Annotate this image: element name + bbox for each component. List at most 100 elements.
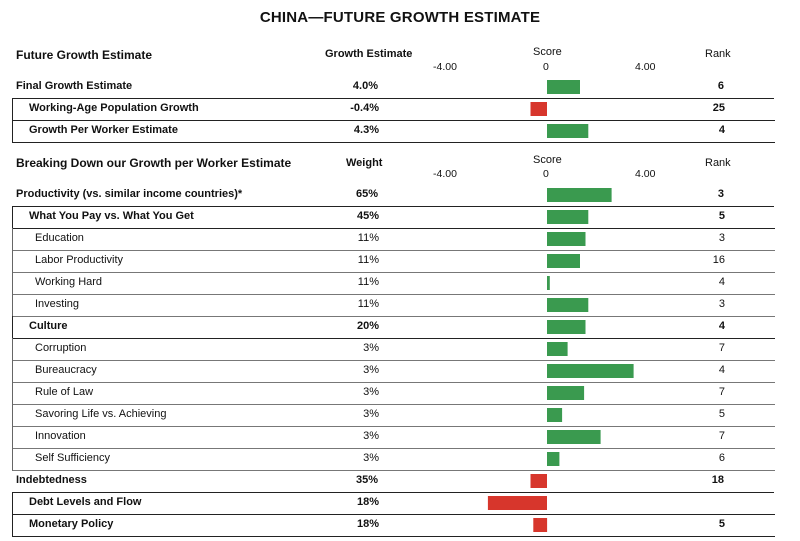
table-row: Growth Per Worker Estimate 4.3% 4 xyxy=(12,120,775,143)
row-label: Final Growth Estimate xyxy=(16,80,133,92)
row-rank: 4 xyxy=(718,364,725,376)
row-rank: 25 xyxy=(712,102,725,114)
score-bar xyxy=(547,364,634,378)
score-bar xyxy=(547,408,563,422)
section1-value-header: Growth Estimate xyxy=(325,48,413,60)
row-label: Investing xyxy=(35,298,80,310)
row-label: Working Hard xyxy=(35,276,103,288)
section1-tick-pos4: 4.00 xyxy=(635,61,656,73)
section2-value-header: Weight xyxy=(346,157,383,169)
section2-score-header: Score xyxy=(533,154,562,166)
row-label: Culture xyxy=(29,320,68,332)
row-label: Productivity (vs. similar income countri… xyxy=(16,188,243,200)
row-value: 4.3% xyxy=(353,124,379,136)
row-label: Innovation xyxy=(35,430,86,442)
score-bar xyxy=(487,496,547,510)
row-value: 18% xyxy=(356,496,379,508)
table-row: Monetary Policy 18% 5 xyxy=(12,514,775,537)
row-rank: 6 xyxy=(718,452,725,464)
row-rank: 3 xyxy=(718,232,725,244)
table-row: Rule of Law 3% 7 xyxy=(12,382,775,405)
row-label: Corruption xyxy=(35,342,87,354)
score-bar xyxy=(547,254,580,268)
row-label: Rule of Law xyxy=(35,386,94,398)
section1-score-header: Score xyxy=(533,46,562,58)
row-rank: 5 xyxy=(718,408,725,420)
score-bar xyxy=(547,320,586,334)
row-value: 3% xyxy=(363,364,379,376)
table-row: Savoring Life vs. Achieving 3% 5 xyxy=(12,404,775,427)
row-value: 4.0% xyxy=(352,80,378,92)
row-label: Working-Age Population Growth xyxy=(29,102,199,114)
table-row: Innovation 3% 7 xyxy=(12,426,775,449)
row-rank: 7 xyxy=(718,386,725,398)
row-value: 3% xyxy=(363,430,379,442)
row-value: 11% xyxy=(357,298,379,310)
chart-title: CHINA—FUTURE GROWTH ESTIMATE xyxy=(259,9,541,26)
row-value: 18% xyxy=(356,518,379,530)
score-bar xyxy=(547,80,580,94)
row-rank: 3 xyxy=(718,298,725,310)
score-bar xyxy=(547,232,586,246)
row-value: 20% xyxy=(356,320,379,332)
row-rank: 5 xyxy=(718,210,725,222)
score-bar xyxy=(547,342,568,356)
row-rank: 4 xyxy=(718,124,725,136)
row-value: 3% xyxy=(363,386,379,398)
row-rank: 7 xyxy=(718,342,725,354)
table-row: Working Hard 11% 4 xyxy=(12,272,775,295)
table-row: Corruption 3% 7 xyxy=(12,338,775,361)
section1-tick-0: 0 xyxy=(543,61,549,73)
score-bar xyxy=(547,276,550,290)
section2-tick-neg4: -4.00 xyxy=(433,168,457,180)
score-bar xyxy=(530,102,547,116)
table-row: Culture 20% 4 xyxy=(12,316,775,339)
row-label: Self Sufficiency xyxy=(35,452,111,464)
score-bar xyxy=(547,210,589,224)
row-label: Education xyxy=(35,232,84,244)
table-row: Bureaucracy 3% 4 xyxy=(12,360,775,383)
row-label: Labor Productivity xyxy=(35,254,124,266)
section2-rank-header: Rank xyxy=(705,157,731,169)
table-row: Debt Levels and Flow 18% xyxy=(12,492,775,515)
section2-tick-pos4: 4.00 xyxy=(635,168,656,180)
row-value: 11% xyxy=(357,254,379,266)
section1-rank-header: Rank xyxy=(705,48,731,60)
row-rank: 4 xyxy=(718,320,725,332)
score-bar xyxy=(547,124,589,138)
table-row: Self Sufficiency 3% 6 xyxy=(12,448,775,471)
row-rank: 5 xyxy=(718,518,725,530)
row-label: Indebtedness xyxy=(16,474,87,486)
table-row: Indebtedness 35% 18 xyxy=(12,470,774,493)
section2-heading: Breaking Down our Growth per Worker Esti… xyxy=(16,156,292,170)
table-row: What You Pay vs. What You Get 45% 5 xyxy=(12,206,775,229)
row-rank: 6 xyxy=(717,80,724,92)
row-value: 3% xyxy=(363,342,379,354)
row-label: Growth Per Worker Estimate xyxy=(29,124,178,136)
row-label: Bureaucracy xyxy=(35,364,97,376)
section1-tick-neg4: -4.00 xyxy=(433,61,457,73)
row-value: 45% xyxy=(356,210,379,222)
row-label: Debt Levels and Flow xyxy=(29,496,142,508)
row-label: Monetary Policy xyxy=(29,518,114,530)
row-rank: 4 xyxy=(718,276,725,288)
row-value: 3% xyxy=(363,452,379,464)
row-rank: 16 xyxy=(712,254,725,266)
table-row: Final Growth Estimate 4.0% 6 xyxy=(12,76,774,99)
row-value: 3% xyxy=(363,408,379,420)
row-value: -0.4% xyxy=(350,102,379,114)
row-label: Savoring Life vs. Achieving xyxy=(35,408,167,420)
row-rank: 3 xyxy=(717,188,724,200)
score-bar xyxy=(530,474,547,488)
table-row: Education 11% 3 xyxy=(12,228,775,251)
row-rank: 7 xyxy=(718,430,725,442)
row-value: 65% xyxy=(355,188,378,200)
row-value: 35% xyxy=(355,474,378,486)
score-bar xyxy=(533,518,548,532)
table-row: Investing 11% 3 xyxy=(12,294,775,317)
row-value: 11% xyxy=(357,276,379,288)
score-bar xyxy=(547,430,601,444)
score-bar xyxy=(547,188,612,202)
table-row: Labor Productivity 11% 16 xyxy=(12,250,775,273)
